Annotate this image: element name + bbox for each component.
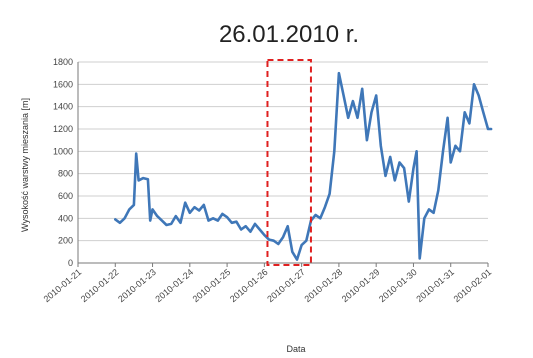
x-axis-ticks: 2010-01-212010-01-222010-01-232010-01-24… [42, 263, 494, 304]
y-tick-label: 1600 [53, 79, 73, 89]
y-tick-label: 600 [58, 191, 73, 201]
y-tick-label: 200 [58, 236, 73, 246]
y-axis-ticks: 0 200 400 600 800 1000 1200 1400 1600 1800 [53, 57, 73, 268]
x-tick-label: 2010-01-25 [191, 267, 233, 304]
x-tick-label: 2010-01-23 [116, 267, 158, 304]
y-tick-label: 800 [58, 169, 73, 179]
x-tick-label: 2010-01-27 [265, 267, 307, 304]
y-tick-label: 400 [58, 213, 73, 223]
highlight-box [266, 59, 312, 266]
x-tick-label: 2010-01-22 [79, 267, 121, 304]
x-tick-label: 2010-01-24 [153, 267, 195, 304]
gridlines [78, 61, 488, 264]
x-tick-label: 2010-02-01 [452, 267, 494, 304]
x-tick-label: 2010-01-31 [414, 267, 456, 304]
x-tick-label: 2010-01-26 [228, 267, 270, 304]
chart-title: 26.01.2010 r. [219, 21, 359, 48]
y-tick-label: 1800 [53, 57, 73, 67]
x-tick-label: 2010-01-29 [340, 267, 382, 304]
x-axis-label: Data [286, 344, 305, 354]
y-axis-label: Wysokość warstwy mieszania [m] [20, 98, 30, 232]
y-tick-label: 1200 [53, 124, 73, 134]
y-tick-label: 0 [68, 258, 73, 268]
x-tick-label: 2010-01-30 [377, 267, 419, 304]
x-tick-label: 2010-01-28 [302, 267, 344, 304]
y-tick-label: 1000 [53, 146, 73, 156]
x-tick-label: 2010-01-21 [42, 267, 84, 304]
y-tick-label: 1400 [53, 102, 73, 112]
series-line [114, 71, 493, 261]
